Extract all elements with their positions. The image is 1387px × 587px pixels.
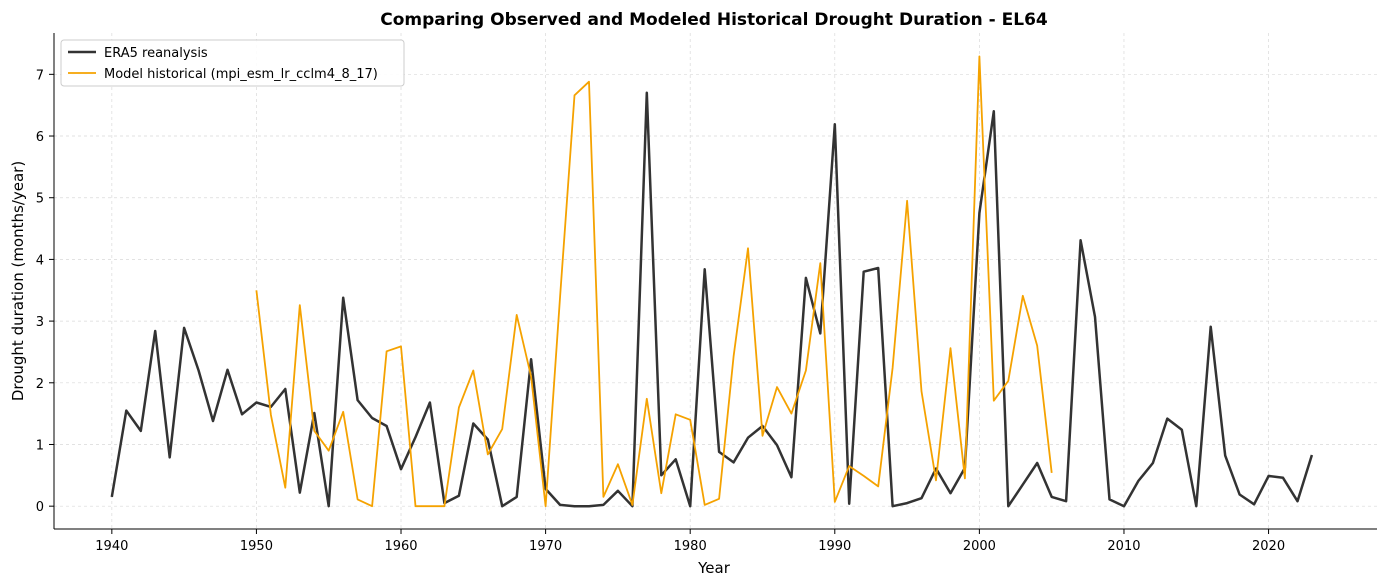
y-tick-label: 2 xyxy=(36,377,44,392)
series-lines xyxy=(110,55,1314,508)
y-tick-label: 4 xyxy=(36,253,44,268)
y-tick-label: 7 xyxy=(36,68,44,83)
legend-label-era5: ERA5 reanalysis xyxy=(104,46,208,61)
axes xyxy=(53,33,1377,530)
x-tick-label: 1940 xyxy=(95,539,128,554)
x-tick-label: 1970 xyxy=(529,539,562,554)
x-axis-label: Year xyxy=(697,559,731,577)
y-tick-label: 6 xyxy=(36,130,44,145)
series-line-era5 xyxy=(110,91,1314,508)
x-tick-label: 2010 xyxy=(1107,539,1140,554)
x-tick-label: 1980 xyxy=(674,539,707,554)
legend: ERA5 reanalysis Model historical (mpi_es… xyxy=(60,39,405,87)
grid xyxy=(54,33,1377,529)
y-tick-label: 5 xyxy=(36,192,44,207)
series-line-model xyxy=(255,55,1053,508)
y-tick-label: 3 xyxy=(36,315,44,330)
legend-frame xyxy=(60,39,405,87)
y-axis-label: Drought duration (months/year) xyxy=(9,161,27,401)
y-tick-label: 0 xyxy=(36,500,44,515)
ticks: 1940 1950 1960 1970 1980 1990 2000 2010 2020 0 1 2 3… xyxy=(36,68,1285,554)
chart-title: Comparing Observed and Modeled Historica… xyxy=(380,10,1048,30)
x-tick-label: 2000 xyxy=(963,539,996,554)
x-tick-label: 1960 xyxy=(384,539,417,554)
x-tick-label: 2020 xyxy=(1252,539,1285,554)
legend-label-model: Model historical (mpi_esm_lr_cclm4_8_17) xyxy=(104,67,378,82)
y-tick-label: 1 xyxy=(36,438,44,453)
x-tick-label: 1950 xyxy=(240,539,273,554)
x-tick-label: 1990 xyxy=(818,539,851,554)
